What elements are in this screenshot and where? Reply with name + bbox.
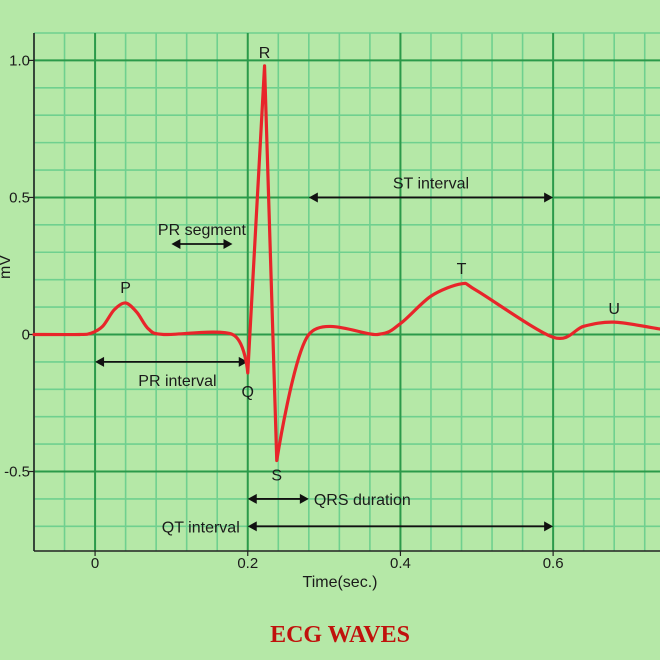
y-tick-label: 0.5 xyxy=(9,189,30,206)
wave-label-u: U xyxy=(608,301,620,318)
ylabel: mV xyxy=(0,255,14,279)
y-tick-label: -0.5 xyxy=(4,464,30,481)
arrowhead-right xyxy=(238,356,248,367)
interval-arrow: PR segment xyxy=(158,222,247,250)
xlabel: Time(sec.) xyxy=(303,574,378,591)
arrowhead-left xyxy=(247,521,257,532)
arrowhead-left xyxy=(171,239,181,250)
minor-grid xyxy=(33,32,660,551)
arrowhead-left xyxy=(95,356,105,367)
arrowhead-right xyxy=(544,192,554,203)
arrowhead-left xyxy=(308,192,318,203)
interval-arrow: QRS duration xyxy=(247,492,411,509)
arrowhead-left xyxy=(247,493,257,504)
interval-arrow: ST interval xyxy=(308,175,554,203)
arrowhead-right xyxy=(299,493,309,504)
wave-label-s: S xyxy=(271,468,282,485)
tick-labels: 0 0.2 0.4 0.6 1.0 0.5 0 -0.5 xyxy=(4,52,563,572)
chart-title: ECG WAVES xyxy=(270,622,410,648)
wave-label-r: R xyxy=(259,45,271,62)
interval-arrow: QT interval xyxy=(162,519,554,536)
y-tick-label: 0 xyxy=(22,326,30,343)
major-grid xyxy=(34,33,660,551)
x-tick-label: 0.4 xyxy=(390,555,411,572)
ecg-line xyxy=(32,64,660,463)
interval-annotations: ST interval PR segment PR interval QRS dura… xyxy=(95,175,554,536)
y-tick-label: 1.0 xyxy=(9,52,30,69)
axes xyxy=(29,33,660,556)
interval-label: ST interval xyxy=(393,175,469,192)
interval-label: PR interval xyxy=(138,373,216,390)
interval-label: QRS duration xyxy=(314,492,411,509)
x-tick-label: 0.6 xyxy=(543,555,564,572)
arrowhead-right xyxy=(544,521,554,532)
wave-labels: P Q R S T U xyxy=(120,45,620,485)
ecg-trace xyxy=(32,64,660,463)
interval-arrow: PR interval xyxy=(95,356,248,390)
wave-label-t: T xyxy=(457,261,467,278)
wave-label-p: P xyxy=(120,280,131,297)
x-tick-label: 0 xyxy=(91,555,99,572)
arrowhead-right xyxy=(223,239,233,250)
wave-label-q: Q xyxy=(242,384,254,401)
interval-label: QT interval xyxy=(162,519,240,536)
x-tick-label: 0.2 xyxy=(237,555,258,572)
interval-label: PR segment xyxy=(158,222,247,239)
